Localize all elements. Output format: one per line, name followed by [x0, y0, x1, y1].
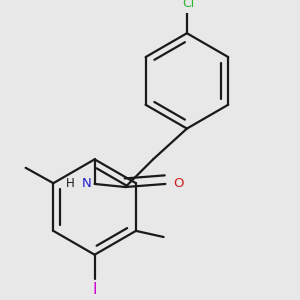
Text: H: H [66, 178, 75, 190]
Text: O: O [173, 178, 184, 190]
Text: Cl: Cl [182, 0, 195, 10]
Text: N: N [82, 178, 92, 190]
Text: I: I [92, 282, 97, 297]
